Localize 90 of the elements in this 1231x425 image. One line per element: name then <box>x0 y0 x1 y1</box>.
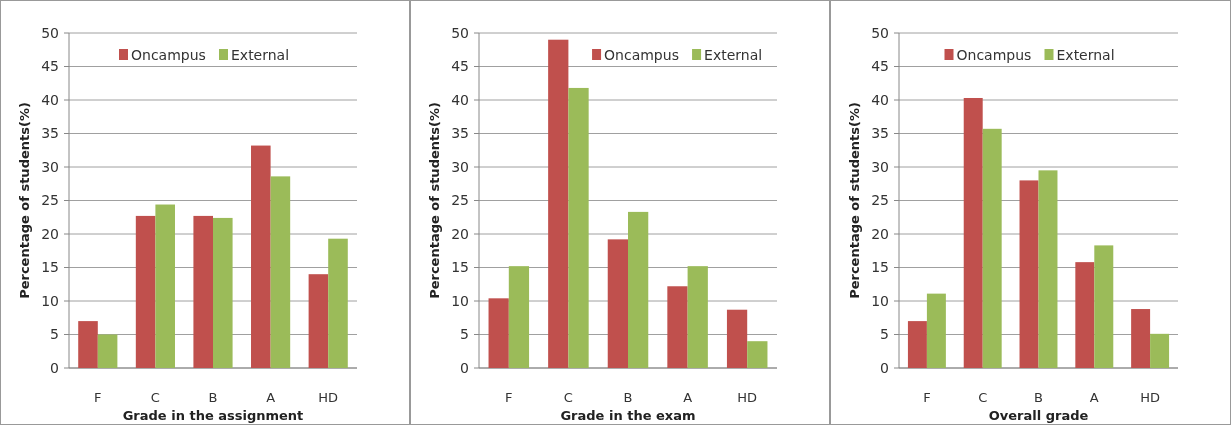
x-tick-label: F <box>923 390 931 405</box>
y-tick-label: 40 <box>871 91 889 108</box>
y-tick-label: 0 <box>880 359 889 376</box>
bar <box>270 176 291 368</box>
y-tick-label: 45 <box>871 58 889 75</box>
bar <box>508 266 530 368</box>
y-tick-label: 25 <box>451 192 469 209</box>
bar <box>747 341 768 368</box>
x-tick-label: C <box>150 390 160 405</box>
y-tick-label: 50 <box>871 24 889 41</box>
bar <box>628 211 649 368</box>
x-tick-label: HD <box>318 390 339 405</box>
y-axis-title: Percentage of students(%) <box>847 102 862 299</box>
y-tick-label: 30 <box>871 158 889 175</box>
bar <box>1019 180 1039 368</box>
x-tick-label: A <box>266 390 276 405</box>
bar <box>1075 262 1095 368</box>
x-tick-label: HD <box>1140 390 1160 405</box>
bar <box>926 293 946 368</box>
legend-label: External <box>231 46 290 63</box>
y-tick-label: 35 <box>41 125 59 142</box>
bar <box>982 128 1002 368</box>
x-tick-label: B <box>208 390 218 405</box>
bar <box>907 321 927 368</box>
y-tick-label: 40 <box>41 91 59 108</box>
y-tick-label: 30 <box>451 158 469 175</box>
bar <box>1150 333 1170 368</box>
y-tick-label: 30 <box>41 158 59 175</box>
y-tick-label: 50 <box>451 24 469 41</box>
y-tick-label: 35 <box>451 125 469 142</box>
bar <box>135 215 156 368</box>
bar <box>328 238 348 368</box>
y-tick-label: 10 <box>871 292 889 309</box>
bar <box>488 298 509 368</box>
bar <box>308 274 329 368</box>
y-tick-label: 15 <box>451 259 469 276</box>
bar <box>213 217 233 368</box>
y-tick-label: 45 <box>41 58 59 75</box>
bar <box>193 215 213 368</box>
bar <box>548 39 569 368</box>
legend-label: Oncampus <box>604 46 679 63</box>
bar <box>1131 309 1151 368</box>
x-axis-title: Grade in the exam <box>560 408 696 423</box>
bar <box>568 87 589 368</box>
y-tick-label: 10 <box>451 292 469 309</box>
y-tick-label: 25 <box>41 192 59 209</box>
x-tick-label: C <box>563 390 573 405</box>
y-axis-title: Percentage of students(%) <box>17 102 32 299</box>
legend-label: External <box>1056 46 1115 63</box>
x-tick-label: F <box>505 390 513 405</box>
x-tick-label: B <box>1034 390 1043 405</box>
x-tick-label: HD <box>737 390 758 405</box>
bar <box>1094 245 1114 368</box>
y-tick-label: 5 <box>460 326 469 343</box>
y-tick-label: 45 <box>451 58 469 75</box>
bar <box>78 321 98 368</box>
x-axis-title: Grade in the assignment <box>122 408 304 423</box>
y-tick-label: 5 <box>880 326 889 343</box>
y-tick-label: 15 <box>871 259 889 276</box>
x-tick-label: F <box>94 390 102 405</box>
bar <box>667 286 688 368</box>
x-tick-label: B <box>623 390 633 405</box>
x-tick-label: A <box>683 390 693 405</box>
x-tick-label: C <box>978 390 988 405</box>
y-tick-label: 40 <box>451 91 469 108</box>
bar <box>251 145 271 368</box>
y-tick-label: 20 <box>451 225 469 242</box>
bar <box>963 97 983 368</box>
y-tick-label: 25 <box>871 192 889 209</box>
y-tick-label: 20 <box>871 225 889 242</box>
y-tick-label: 0 <box>460 359 469 376</box>
y-tick-label: 50 <box>41 24 59 41</box>
y-tick-label: 15 <box>41 259 59 276</box>
bar <box>687 266 708 368</box>
y-tick-label: 10 <box>41 292 59 309</box>
bar <box>607 239 628 368</box>
y-axis-title: Percentage of students(%) <box>427 102 442 299</box>
y-tick-label: 20 <box>41 225 59 242</box>
x-axis-title: Overall grade <box>988 408 1089 423</box>
y-tick-label: 5 <box>50 326 59 343</box>
bar <box>1038 170 1058 368</box>
x-tick-label: A <box>1089 390 1099 405</box>
legend-label: External <box>704 46 763 63</box>
bar <box>726 309 748 368</box>
bar <box>97 334 118 368</box>
y-tick-label: 35 <box>871 125 889 142</box>
y-tick-label: 0 <box>50 359 59 376</box>
legend-label: Oncampus <box>956 46 1032 63</box>
bar <box>155 204 175 368</box>
legend-label: Oncampus <box>131 46 206 63</box>
